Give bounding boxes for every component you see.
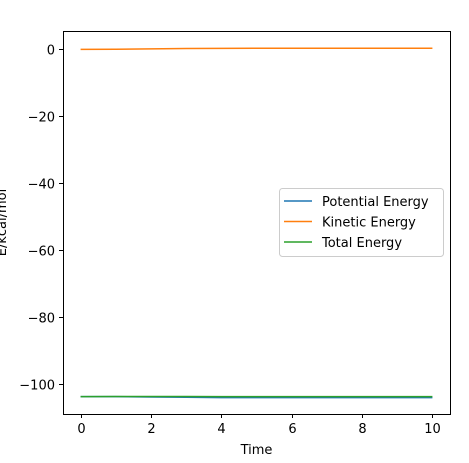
plot-lines (80, 47, 433, 399)
x-axis-label: Time (240, 443, 273, 458)
y-tick-label: −20 (28, 111, 55, 126)
y-tick-label: −40 (28, 178, 55, 193)
y-tick-label: 0 (47, 44, 55, 59)
legend: Potential Energy Kinetic Energy Total Ener… (279, 188, 444, 257)
y-axis-label: E/kcal/mol (0, 189, 10, 256)
x-tick-label: 10 (424, 422, 441, 437)
x-tick-label: 8 (358, 422, 366, 437)
legend-label: Total Energy (321, 236, 402, 251)
y-tick-label: −60 (28, 245, 55, 260)
plot-frame (63, 31, 451, 415)
x-axis-ticks: 0 2 4 6 8 10 (77, 414, 441, 437)
y-axis-ticks: 0 −20 −40 −60 −80 −100 (19, 44, 63, 394)
legend-box (279, 188, 444, 257)
x-tick-label: 2 (147, 422, 155, 437)
legend-label: Kinetic Energy (322, 216, 416, 231)
series-line-kinetic-energy (80, 47, 433, 51)
x-tick-label: 6 (288, 422, 296, 437)
x-tick-label: 4 (217, 422, 225, 437)
legend-label: Potential Energy (322, 195, 429, 210)
y-tick-label: −100 (19, 379, 55, 394)
x-tick-label: 0 (77, 422, 85, 437)
y-tick-label: −80 (28, 312, 55, 327)
